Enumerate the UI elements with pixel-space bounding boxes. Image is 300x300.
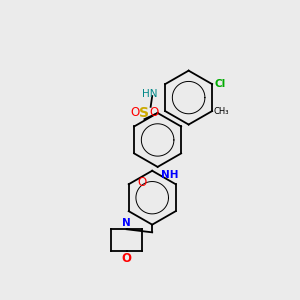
Text: O: O: [137, 176, 147, 189]
Text: N: N: [122, 218, 131, 228]
Text: O: O: [122, 252, 132, 266]
Text: O: O: [130, 106, 140, 119]
Text: CH₃: CH₃: [214, 106, 229, 116]
Text: NH: NH: [161, 169, 179, 180]
Text: HN: HN: [142, 89, 158, 99]
Text: S: S: [140, 106, 149, 120]
Text: Cl: Cl: [214, 79, 226, 89]
Text: O: O: [149, 106, 158, 119]
